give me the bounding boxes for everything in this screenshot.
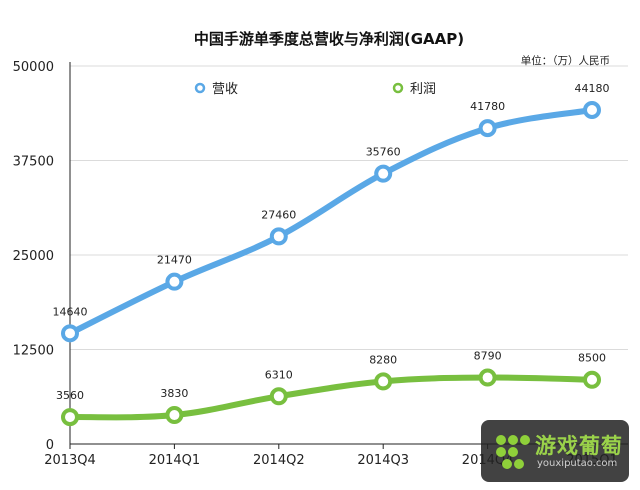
data-label: 6310 xyxy=(265,368,293,381)
legend-label: 营收 xyxy=(212,82,238,97)
legend-marker xyxy=(194,82,206,94)
data-point xyxy=(583,370,601,389)
data-point xyxy=(61,408,79,427)
y-tick-label: 50000 xyxy=(13,60,54,75)
data-label: 44180 xyxy=(575,82,610,95)
data-label: 21470 xyxy=(157,254,192,267)
legend: 营收 利润 xyxy=(194,82,436,97)
data-point xyxy=(583,100,601,119)
data-point xyxy=(165,406,184,425)
series-group: 14640 21470 27460 35760 41780 44180 3560 3830 63… xyxy=(53,82,610,427)
data-label: 8500 xyxy=(578,352,606,365)
axes: 0 12500 25000 37500 50000 2013Q4 2014Q1 2014Q2 2… xyxy=(13,60,628,468)
series-revenue: 14640 21470 27460 35760 41780 44180 xyxy=(53,82,610,343)
y-tick-label: 0 xyxy=(46,438,54,453)
watermark: 游戏葡萄 youxiputao.com xyxy=(481,420,629,482)
watermark-site: youxiputao.com xyxy=(537,458,618,469)
watermark-brand: 游戏葡萄 xyxy=(535,434,623,458)
data-point xyxy=(269,227,288,246)
y-tick-label: 37500 xyxy=(13,155,54,170)
unit-note: 单位：（万）人民币 xyxy=(521,54,610,67)
data-label: 3560 xyxy=(56,389,84,402)
data-point xyxy=(165,272,184,291)
series-line xyxy=(67,106,595,337)
x-tick-label: 2013Q4 xyxy=(44,453,96,468)
data-label: 8280 xyxy=(369,353,397,366)
data-label: 35760 xyxy=(366,146,401,159)
data-label: 14640 xyxy=(53,305,88,318)
data-point xyxy=(269,387,288,406)
x-tick-label: 2014Q1 xyxy=(149,453,201,468)
data-label: 8790 xyxy=(474,350,502,363)
data-label: 41780 xyxy=(470,100,505,113)
data-point xyxy=(374,164,393,183)
y-tick-label: 25000 xyxy=(13,249,54,264)
legend-label: 利润 xyxy=(410,82,436,97)
grape-logo-icon xyxy=(496,435,530,469)
data-point xyxy=(374,372,393,391)
series-line xyxy=(67,374,595,421)
data-point xyxy=(61,324,79,343)
data-point xyxy=(478,368,497,387)
chart-title: 中国手游单季度总营收与净利润(GAAP) xyxy=(194,30,464,48)
y-tick-label: 12500 xyxy=(13,344,54,359)
x-tick-label: 2014Q2 xyxy=(253,453,305,468)
series-profit: 3560 3830 6310 8280 8790 8500 xyxy=(56,350,606,427)
x-tick-label: 2014Q3 xyxy=(357,453,409,468)
data-label: 27460 xyxy=(261,208,296,221)
grid xyxy=(70,65,628,350)
legend-marker xyxy=(392,82,404,94)
data-label: 3830 xyxy=(160,387,188,400)
data-point xyxy=(478,119,497,138)
